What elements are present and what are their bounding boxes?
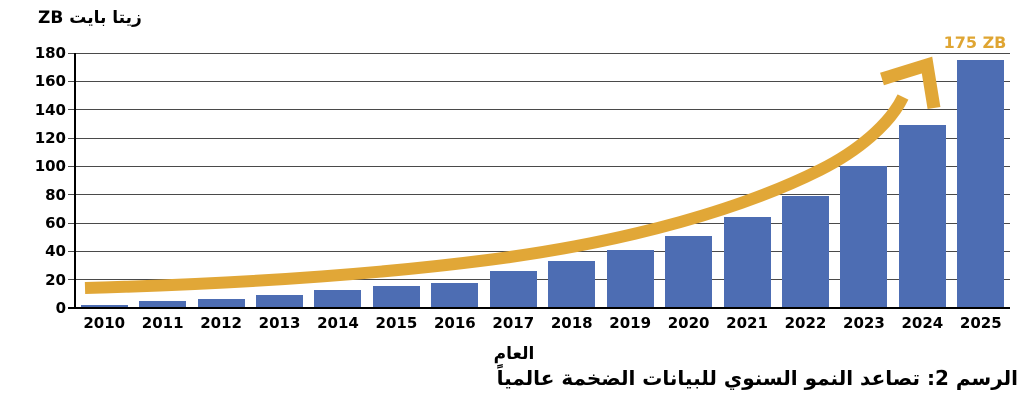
bar-2024 — [898, 125, 946, 308]
gridline-160 — [68, 80, 1010, 82]
bar-2013 — [256, 295, 304, 308]
gridline-140 — [68, 109, 1010, 111]
y-tick-label-120: 120 — [34, 129, 66, 147]
x-tick-label-2018: 2018 — [550, 314, 593, 332]
bar-2014 — [314, 290, 362, 308]
x-tick-label-2024: 2024 — [901, 314, 944, 332]
y-tick-label-100: 100 — [34, 157, 66, 176]
bar-2019 — [606, 249, 654, 308]
bar-2020 — [665, 235, 713, 308]
bar-2012 — [197, 298, 245, 308]
x-tick-label-2021: 2021 — [726, 314, 768, 332]
bar-2015 — [372, 286, 420, 308]
y-tick-label-140: 140 — [34, 100, 66, 119]
x-tick-label-2019: 2019 — [609, 314, 652, 332]
bar-2018 — [548, 261, 596, 308]
figure-caption: الرسم 2: تصاعد النمو السنوي للبيانات الض… — [496, 366, 1018, 390]
x-tick-label-2017: 2017 — [492, 314, 535, 332]
x-tick-label-2012: 2012 — [200, 314, 242, 332]
x-tick-label-2013: 2013 — [258, 314, 301, 332]
y-tick-label-40: 40 — [45, 242, 66, 261]
y-tick-label-180: 180 — [34, 44, 66, 62]
annotation-175zb-label: 175 ZB — [943, 33, 1007, 52]
x-tick-label-2010: 2010 — [83, 314, 126, 332]
x-tick-label-2025: 2025 — [959, 314, 1002, 332]
y-tick-label-80: 80 — [45, 185, 66, 204]
bar-2010 — [80, 305, 128, 308]
x-axis-line — [68, 307, 1010, 309]
x-tick-label-2023: 2023 — [843, 314, 885, 332]
y-axis-title: زيتا بايت ZB — [38, 8, 142, 28]
x-tick-label-2015: 2015 — [375, 314, 418, 332]
x-tick-label-2022: 2022 — [784, 314, 827, 332]
bar-2017 — [489, 271, 537, 308]
x-tick-label-2014: 2014 — [317, 314, 359, 332]
y-tick-label-60: 60 — [45, 214, 66, 232]
x-tick-label-2020: 2020 — [667, 314, 710, 332]
x-axis-title: العام — [493, 344, 535, 364]
bar-2016 — [431, 282, 479, 308]
bar-2022 — [781, 196, 829, 308]
x-tick-label-2011: 2011 — [141, 314, 184, 332]
bar-2011 — [139, 300, 187, 308]
gridline-120 — [68, 137, 1010, 139]
y-tick-label-0: 0 — [55, 299, 66, 317]
y-axis-line — [74, 53, 76, 309]
bar-2023 — [840, 166, 888, 308]
y-tick-label-160: 160 — [34, 72, 66, 91]
bar-2025 — [957, 60, 1005, 308]
bar-2021 — [723, 217, 771, 308]
x-tick-label-2016: 2016 — [433, 314, 476, 332]
gridline-180 — [68, 52, 1010, 54]
y-tick-label-20: 20 — [45, 270, 66, 289]
